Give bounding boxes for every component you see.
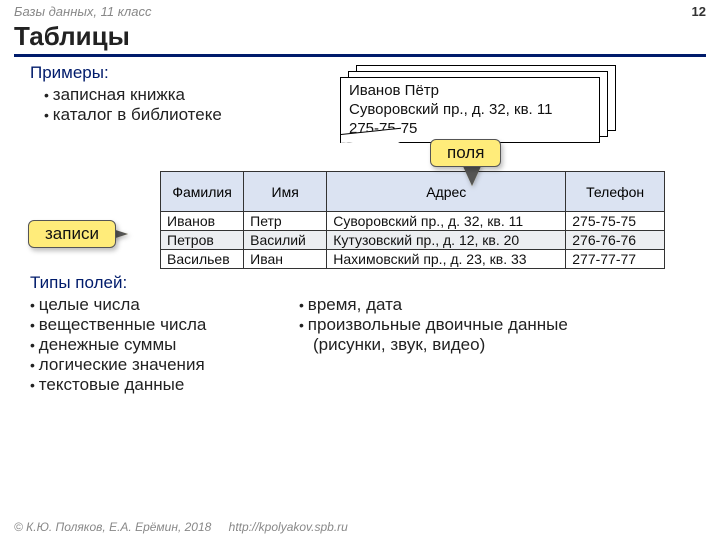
types-col2: время, дата произвольные двоичные данные… — [299, 295, 619, 395]
list-item: вещественные числа — [30, 315, 275, 335]
col-header: Адрес — [327, 172, 566, 212]
card-line: 275-75-75 — [349, 120, 591, 139]
table-row: Васильев Иван Нахимовский пр., д. 23, кв… — [161, 250, 665, 269]
callout-records: записи — [28, 220, 116, 248]
list-item: каталог в библиотеке — [44, 105, 330, 125]
footer-link[interactable]: http://kpolyakov.spb.ru — [229, 520, 348, 534]
list-item: текстовые данные — [30, 375, 275, 395]
card-front: Иванов Пётр Суворовский пр., д. 32, кв. … — [340, 77, 600, 143]
types-heading: Типы полей: — [30, 273, 706, 293]
page-number: 12 — [692, 4, 706, 19]
table-header-row: Фамилия Имя Адрес Телефон — [161, 172, 665, 212]
callout-fields: поля — [430, 139, 501, 167]
types-subtext: (рисунки, звук, видео) — [299, 335, 619, 355]
types-col1: целые числа вещественные числа денежные … — [30, 295, 275, 395]
card-line: Иванов Пётр — [349, 82, 591, 101]
data-table: Фамилия Имя Адрес Телефон Иванов Петр Су… — [160, 171, 665, 269]
breadcrumb: Базы данных, 11 класс — [14, 4, 151, 19]
examples-list: записная книжка каталог в библиотеке — [30, 85, 330, 125]
pointer-down-icon — [463, 166, 481, 186]
list-item: записная книжка — [44, 85, 330, 105]
table-row: Петров Василий Кутузовский пр., д. 12, к… — [161, 231, 665, 250]
list-item: логические значения — [30, 355, 275, 375]
col-header: Фамилия — [161, 172, 244, 212]
list-item: время, дата — [299, 295, 619, 315]
footer: © К.Ю. Поляков, Е.А. Ерёмин, 2018 http:/… — [14, 520, 348, 534]
index-card-stack: Иванов Пётр Суворовский пр., д. 32, кв. … — [340, 65, 618, 143]
table-row: Иванов Петр Суворовский пр., д. 32, кв. … — [161, 212, 665, 231]
col-header: Имя — [244, 172, 327, 212]
list-item: произвольные двоичные данные — [299, 315, 619, 335]
page-title: Таблицы — [14, 21, 706, 57]
list-item: целые числа — [30, 295, 275, 315]
list-item: денежные суммы — [30, 335, 275, 355]
copyright: © К.Ю. Поляков, Е.А. Ерёмин, 2018 — [14, 520, 211, 534]
col-header: Телефон — [566, 172, 665, 212]
card-line: Суворовский пр., д. 32, кв. 11 — [349, 101, 591, 120]
examples-heading: Примеры: — [30, 63, 330, 83]
top-bar: Базы данных, 11 класс 12 — [0, 0, 720, 21]
data-table-area: поля записи Фамилия Имя Адрес Телефон Ив… — [160, 171, 665, 269]
